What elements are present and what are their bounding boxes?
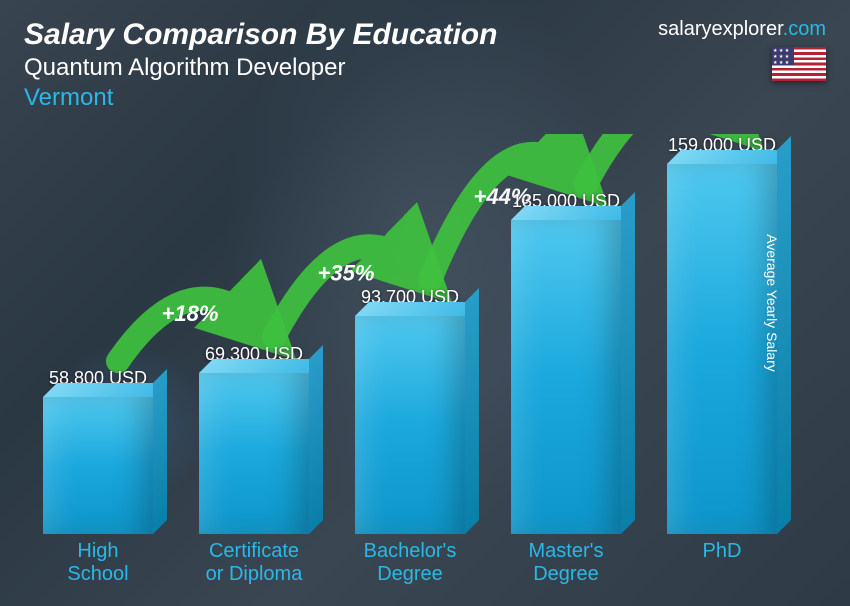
- bar: [43, 397, 153, 534]
- bar-group: 93,700 USD: [332, 287, 488, 534]
- brand-suffix: .com: [783, 18, 826, 40]
- bar-group: 69,300 USD: [176, 344, 332, 534]
- location-label: Vermont: [24, 84, 497, 112]
- bar: [667, 164, 777, 534]
- job-subtitle: Quantum Algorithm Developer: [24, 54, 497, 82]
- brand-logo: salaryexplorer.com: [658, 18, 826, 41]
- category-label: Master'sDegree: [488, 540, 644, 586]
- y-axis-label: Average Yearly Salary: [763, 234, 779, 372]
- bar: [355, 316, 465, 534]
- bar-group: 58,800 USD: [20, 368, 176, 534]
- category-label: PhD: [644, 540, 800, 586]
- bar: [511, 220, 621, 534]
- header: Salary Comparison By Education Quantum A…: [0, 0, 850, 112]
- bar: [199, 373, 309, 534]
- us-flag-icon: [772, 47, 826, 81]
- category-label: HighSchool: [20, 540, 176, 586]
- bar-chart: +18%+35%+44%+18% 58,800 USD69,300 USD93,…: [20, 134, 800, 584]
- bar-group: 135,000 USD: [488, 191, 644, 534]
- page-title: Salary Comparison By Education: [24, 18, 497, 52]
- category-label: Certificateor Diploma: [176, 540, 332, 586]
- category-label: Bachelor'sDegree: [332, 540, 488, 586]
- brand-name: salaryexplorer: [658, 18, 783, 40]
